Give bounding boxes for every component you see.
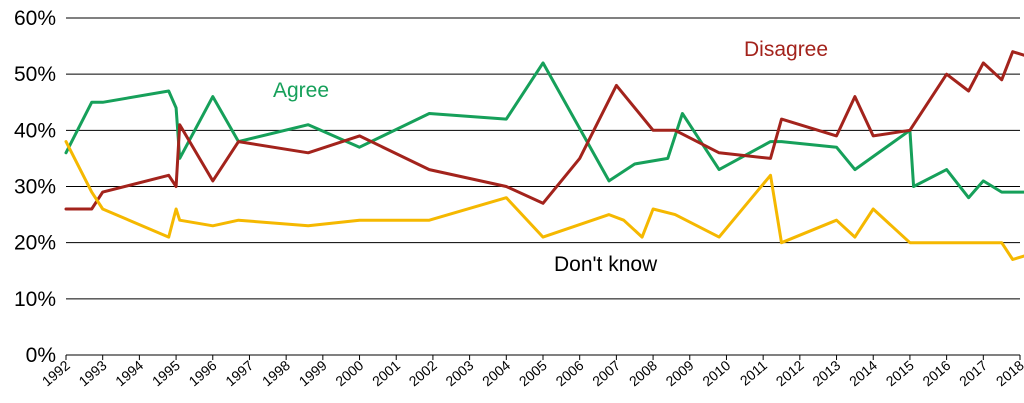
- x-tick-label: 2008: [626, 357, 660, 389]
- x-tick-label: 2014: [846, 357, 880, 389]
- label-don-t-know: Don't know: [554, 253, 658, 276]
- x-axis-ticks: 1992 1993 1994 1995 1996 1997 1998 1999 2000 2001…: [39, 355, 1024, 389]
- series-lines: [64, 50, 1024, 261]
- x-tick-label: 2004: [479, 357, 513, 389]
- x-tick-label: 2002: [406, 357, 440, 389]
- label-agree: Agree: [273, 79, 329, 102]
- series-annotations: Agree Disagree Don't know: [273, 38, 828, 276]
- x-tick-label: 2010: [699, 357, 733, 389]
- x-tick-label: 1999: [296, 357, 330, 389]
- y-axis-ticks: 0% 10% 20% 30% 40% 50% 60%: [14, 7, 56, 367]
- x-tick-label: 2000: [332, 357, 366, 389]
- x-tick-label: 2005: [516, 357, 550, 389]
- x-tick-label: 1995: [149, 357, 183, 389]
- y-tick-label: 40%: [14, 119, 56, 142]
- x-tick-label: 1996: [186, 357, 220, 389]
- x-tick-label: 2013: [809, 357, 843, 389]
- y-tick-label: 0%: [26, 344, 56, 367]
- x-tick-label: 2011: [737, 357, 771, 389]
- x-tick-label: 1993: [75, 357, 109, 389]
- x-tick-label: 1998: [259, 357, 293, 389]
- x-tick-label: 2007: [589, 357, 623, 389]
- x-tick-label: 2017: [956, 357, 990, 389]
- x-tick-label: 2001: [369, 357, 403, 389]
- x-tick-label: 2016: [919, 357, 953, 389]
- x-tick-label: 1994: [112, 357, 146, 389]
- x-tick-label: 2018: [993, 357, 1024, 389]
- y-tick-label: 30%: [14, 176, 56, 199]
- gridlines: [66, 17, 1020, 356]
- label-disagree: Disagree: [744, 38, 828, 61]
- y-tick-label: 60%: [14, 7, 56, 30]
- y-tick-label: 20%: [14, 232, 56, 255]
- x-tick-label: 1997: [222, 357, 256, 389]
- x-tick-label: 2006: [552, 357, 586, 389]
- series-line-disagree: [64, 50, 1024, 211]
- x-tick-label: 2015: [883, 357, 917, 389]
- x-tick-label: 2012: [773, 357, 807, 389]
- series-line-don-t-know: [64, 140, 1024, 261]
- x-tick-label: 2003: [442, 357, 476, 389]
- x-tick-label: 2009: [663, 357, 697, 389]
- y-tick-label: 50%: [14, 63, 56, 86]
- y-tick-label: 10%: [14, 288, 56, 311]
